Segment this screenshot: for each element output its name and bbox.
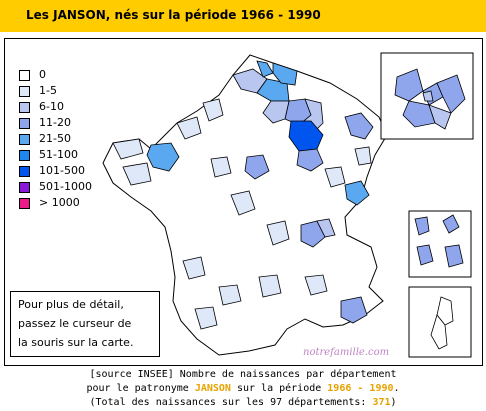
legend-swatch [19,102,30,113]
department[interactable] [218,284,242,306]
department[interactable] [272,62,298,86]
legend-swatch [19,70,30,81]
department[interactable] [344,112,374,140]
caption-line-2: pour le patronyme JANSON sur la période … [0,382,486,396]
legend-label: 0 [39,68,46,81]
caption-text: . [393,383,400,394]
department[interactable] [340,296,368,324]
page-title: Les JANSON, nés sur la période 1966 - 19… [26,8,321,22]
legend-swatch [19,150,30,161]
map-frame: 0 1-5 6-10 11-20 21-50 51-100 101-500 5 [4,38,483,366]
legend-swatch [19,86,30,97]
department[interactable] [230,190,256,216]
department[interactable] [324,166,346,188]
department[interactable] [146,142,180,172]
department[interactable] [194,306,218,330]
caption: [source INSEE] Nombre de naissances par … [0,368,486,410]
legend-label: 21-50 [39,132,71,145]
hint-line-2: passez le curseur de [18,317,132,330]
department[interactable] [428,104,452,130]
department[interactable] [300,220,326,248]
caption-text: (Total des naissances sur les 97 départe… [89,397,373,408]
department[interactable] [414,216,430,236]
legend-label: 501-1000 [39,180,92,193]
caption-line-1: [source INSEE] Nombre de naissances par … [89,369,397,380]
caption-text: pour le patronyme [86,383,195,394]
department[interactable] [258,274,282,298]
caption-text: ) [390,397,397,408]
legend-label: 6-10 [39,100,64,113]
department[interactable] [436,74,466,114]
department[interactable] [444,244,464,268]
legend-label: 101-500 [39,164,85,177]
legend-swatch [19,118,30,129]
department[interactable] [112,138,144,160]
surname-highlight: JANSON [194,383,231,394]
hint-line-3: la souris sur la carte. [18,336,134,349]
period-highlight: 1966 - 1990 [327,383,394,394]
total-highlight: 371 [372,397,391,408]
department[interactable] [416,244,434,266]
department[interactable] [296,148,324,172]
department[interactable] [430,314,448,350]
department[interactable] [210,156,232,178]
hint-line-1: Pour plus de détail, [18,298,124,311]
legend-swatch [19,198,30,209]
overseas-inset[interactable] [414,214,464,268]
department[interactable] [344,180,370,206]
hint-box: Pour plus de détail, passez le curseur d… [10,291,160,357]
legend-label: > 1000 [39,196,80,209]
site-credit: notrefamille.com [303,347,390,358]
legend-swatch [19,134,30,145]
department[interactable] [122,162,152,186]
department[interactable] [244,154,270,180]
department[interactable] [394,68,424,102]
legend-swatch [19,166,30,177]
departments[interactable] [112,60,374,330]
legend-label: 11-20 [39,116,71,129]
department[interactable] [402,100,436,128]
legend-label: 51-100 [39,148,78,161]
department[interactable] [182,256,206,280]
department[interactable] [422,90,434,102]
department[interactable] [304,274,328,296]
department[interactable] [442,214,460,234]
department[interactable] [176,116,202,140]
title-bar: Les JANSON, nés sur la période 1966 - 19… [0,0,486,32]
caption-line-3: (Total des naissances sur les 97 départe… [0,396,486,410]
department[interactable] [266,220,290,246]
corsica-inset[interactable] [430,296,454,350]
department[interactable] [354,146,372,166]
department[interactable] [202,98,224,122]
department[interactable] [316,218,336,238]
paris-inset[interactable] [394,68,466,130]
legend-swatch [19,182,30,193]
department[interactable] [436,296,454,326]
caption-text: sur la période [230,383,328,394]
legend-label: 1-5 [39,84,57,97]
department[interactable] [262,100,290,124]
france-map[interactable] [5,39,482,365]
